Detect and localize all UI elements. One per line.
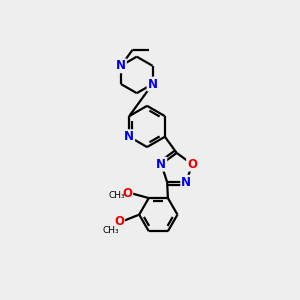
Text: N: N <box>116 59 126 72</box>
Text: O: O <box>187 158 197 171</box>
Text: CH₃: CH₃ <box>103 226 119 235</box>
Text: N: N <box>156 158 166 171</box>
Text: N: N <box>124 130 134 143</box>
Text: N: N <box>148 77 158 91</box>
Text: CH₃: CH₃ <box>108 190 125 200</box>
Text: N: N <box>181 176 191 189</box>
Text: O: O <box>114 215 124 229</box>
Text: O: O <box>122 187 132 200</box>
